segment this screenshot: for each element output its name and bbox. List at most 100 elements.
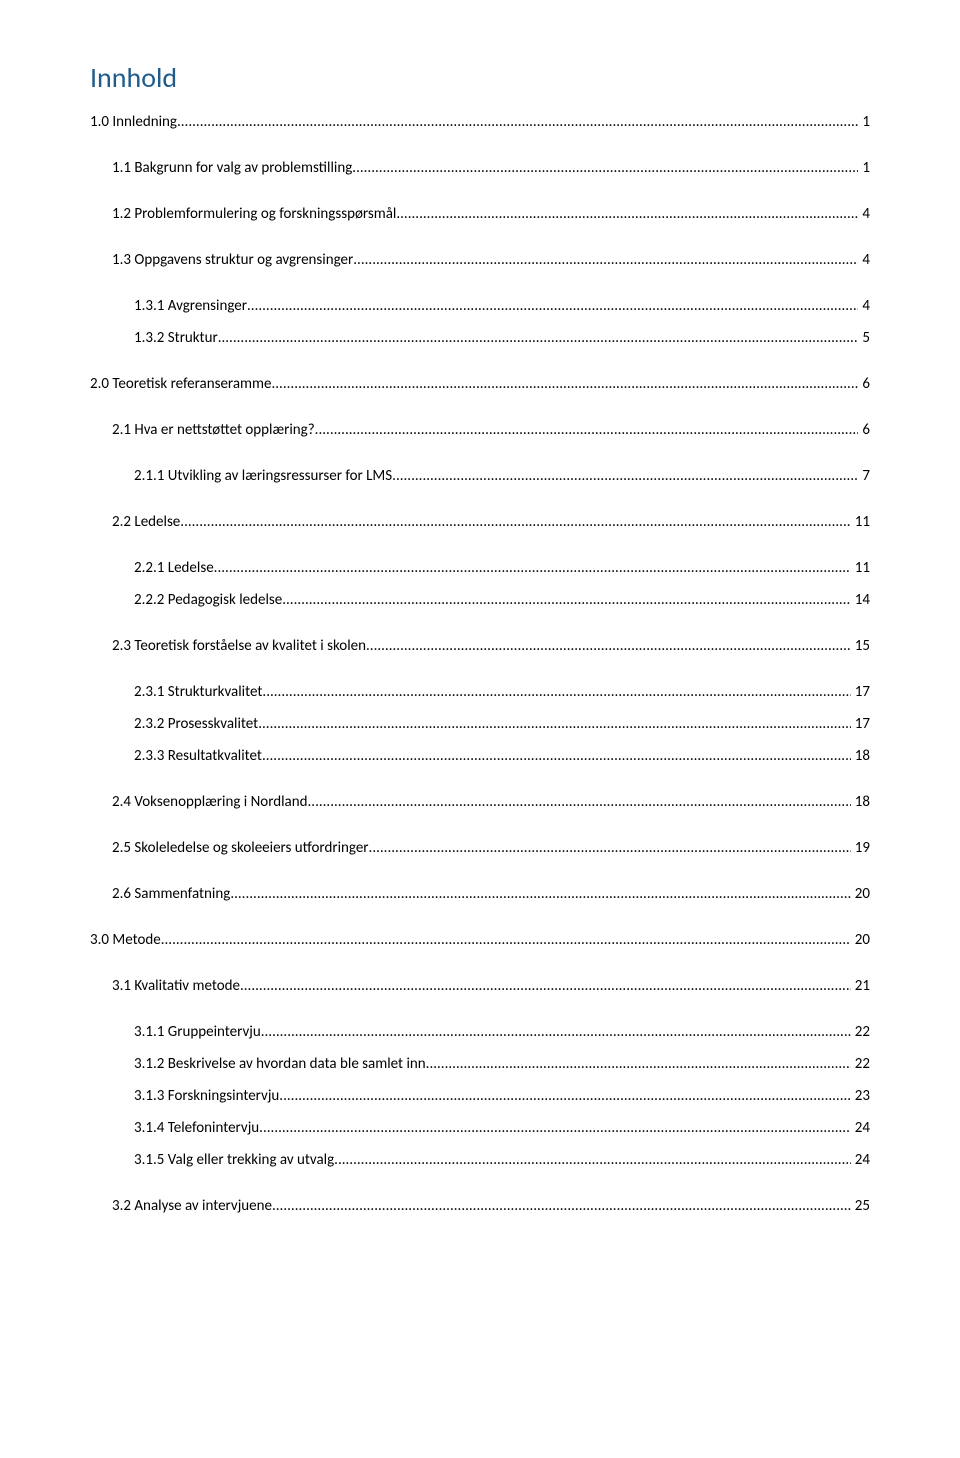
page-title: Innhold xyxy=(90,60,870,95)
toc-entry-page: 25 xyxy=(851,1197,870,1215)
toc-entry-page: 4 xyxy=(858,205,870,223)
toc-entry: 3.1.2 Beskrivelse av hvordan data ble sa… xyxy=(90,1055,870,1073)
toc-entry: 1.3.2 Struktur..........................… xyxy=(90,329,870,347)
toc-entry-page: 21 xyxy=(851,977,870,995)
toc-entry: 1.3.1 Avgrensinger......................… xyxy=(90,297,870,315)
toc-leader-dots: ........................................… xyxy=(218,329,859,347)
toc-entry: 3.1.3 Forskningsintervju................… xyxy=(90,1087,870,1105)
toc-leader-dots: ........................................… xyxy=(352,159,858,177)
toc-leader-dots: ........................................… xyxy=(353,251,858,269)
toc-entry-label: 3.1.5 Valg eller trekking av utvalg xyxy=(134,1151,334,1169)
toc-entry: 2.3.1 Strukturkvalitet..................… xyxy=(90,683,870,701)
toc-entry-page: 6 xyxy=(858,375,870,393)
toc-entry-label: 1.2 Problemformulering og forskningsspør… xyxy=(112,205,396,223)
toc-entry-label: 2.2.1 Ledelse xyxy=(134,559,214,577)
toc-leader-dots: ........................................… xyxy=(161,931,851,949)
toc-entry: 3.2 Analyse av intervjuene..............… xyxy=(90,1197,870,1215)
toc-entry-label: 3.1.4 Telefonintervju xyxy=(134,1119,259,1137)
toc-entry-label: 2.0 Teoretisk referanseramme xyxy=(90,375,271,393)
toc-entry: 2.2 Ledelse.............................… xyxy=(90,513,870,531)
toc-leader-dots: ........................................… xyxy=(214,559,851,577)
toc-entry-page: 4 xyxy=(858,251,870,269)
toc-entry-page: 22 xyxy=(851,1023,870,1041)
toc-leader-dots: ........................................… xyxy=(366,637,851,655)
toc-entry: 2.1 Hva er nettstøttet opplæring?.......… xyxy=(90,421,870,439)
toc-entry-page: 18 xyxy=(851,747,870,765)
toc-leader-dots: ........................................… xyxy=(315,421,859,439)
toc-entry-page: 19 xyxy=(851,839,870,857)
toc-entry-page: 15 xyxy=(851,637,870,655)
toc-leader-dots: ........................................… xyxy=(279,1087,850,1105)
toc-entry-page: 24 xyxy=(851,1119,870,1137)
toc-entry-label: 1.3.1 Avgrensinger xyxy=(134,297,247,315)
toc-entry-label: 3.1.2 Beskrivelse av hvordan data ble sa… xyxy=(134,1055,426,1073)
toc-entry-label: 2.5 Skoleledelse og skoleeiers utfordrin… xyxy=(112,839,369,857)
toc-entry-label: 2.3.3 Resultatkvalitet xyxy=(134,747,262,765)
toc-entry-page: 23 xyxy=(851,1087,870,1105)
toc-leader-dots: ........................................… xyxy=(369,839,851,857)
toc-entry: 3.1 Kvalitativ metode...................… xyxy=(90,977,870,995)
toc-entry-page: 14 xyxy=(851,591,870,609)
toc-leader-dots: ........................................… xyxy=(230,885,850,903)
toc-entry-label: 1.1 Bakgrunn for valg av problemstilling xyxy=(112,159,352,177)
toc-entry: 1.1 Bakgrunn for valg av problemstilling… xyxy=(90,159,870,177)
toc-leader-dots: ........................................… xyxy=(396,205,858,223)
toc-entry: 2.6 Sammenfatning.......................… xyxy=(90,885,870,903)
toc-entry-label: 2.6 Sammenfatning xyxy=(112,885,230,903)
toc-leader-dots: ........................................… xyxy=(392,467,858,485)
toc-leader-dots: ........................................… xyxy=(272,1197,851,1215)
toc-entry-page: 4 xyxy=(858,297,870,315)
toc-entry: 2.1.1 Utvikling av læringsressurser for … xyxy=(90,467,870,485)
toc-entry-page: 17 xyxy=(851,683,870,701)
toc-entry: 2.3 Teoretisk forståelse av kvalitet i s… xyxy=(90,637,870,655)
toc-leader-dots: ........................................… xyxy=(334,1151,851,1169)
toc-leader-dots: ........................................… xyxy=(426,1055,851,1073)
toc-entry-label: 3.2 Analyse av intervjuene xyxy=(112,1197,272,1215)
toc-leader-dots: ........................................… xyxy=(262,683,850,701)
toc-entry: 2.0 Teoretisk referanseramme............… xyxy=(90,375,870,393)
toc-entry-page: 17 xyxy=(851,715,870,733)
toc-leader-dots: ........................................… xyxy=(177,113,858,131)
toc-entry-page: 20 xyxy=(851,885,870,903)
toc-entry: 2.3.2 Prosesskvalitet...................… xyxy=(90,715,870,733)
toc-entry-page: 22 xyxy=(851,1055,870,1073)
toc-leader-dots: ........................................… xyxy=(180,513,851,531)
toc-entry-label: 2.1.1 Utvikling av læringsressurser for … xyxy=(134,467,392,485)
toc-entry-label: 3.1.3 Forskningsintervju xyxy=(134,1087,279,1105)
toc-entry: 1.3 Oppgavens struktur og avgrensinger..… xyxy=(90,251,870,269)
toc-entry-label: 2.3.1 Strukturkvalitet xyxy=(134,683,262,701)
toc-entry: 3.1.1 Gruppeintervju....................… xyxy=(90,1023,870,1041)
toc-entry-label: 2.2.2 Pedagogisk ledelse xyxy=(134,591,282,609)
table-of-contents: 1.0 Innledning..........................… xyxy=(90,113,870,1215)
toc-entry-label: 2.1 Hva er nettstøttet opplæring? xyxy=(112,421,315,439)
toc-entry-label: 3.1 Kvalitativ metode xyxy=(112,977,240,995)
toc-entry-page: 11 xyxy=(851,513,870,531)
toc-leader-dots: ........................................… xyxy=(247,297,858,315)
toc-entry-page: 1 xyxy=(858,159,870,177)
toc-leader-dots: ........................................… xyxy=(259,1119,851,1137)
toc-entry-page: 11 xyxy=(851,559,870,577)
toc-entry-page: 6 xyxy=(858,421,870,439)
toc-leader-dots: ........................................… xyxy=(261,1023,851,1041)
toc-entry-page: 18 xyxy=(851,793,870,811)
toc-entry: 2.2.1 Ledelse...........................… xyxy=(90,559,870,577)
toc-leader-dots: ........................................… xyxy=(258,715,851,733)
toc-entry: 2.3.3 Resultatkvalitet..................… xyxy=(90,747,870,765)
toc-leader-dots: ........................................… xyxy=(308,793,851,811)
toc-entry-label: 3.1.1 Gruppeintervju xyxy=(134,1023,261,1041)
toc-leader-dots: ........................................… xyxy=(271,375,858,393)
toc-entry-page: 7 xyxy=(858,467,870,485)
toc-entry-label: 2.4 Voksenopplæring i Nordland xyxy=(112,793,308,811)
toc-entry-label: 2.3 Teoretisk forståelse av kvalitet i s… xyxy=(112,637,366,655)
toc-entry-page: 20 xyxy=(851,931,870,949)
toc-entry-label: 2.3.2 Prosesskvalitet xyxy=(134,715,258,733)
toc-leader-dots: ........................................… xyxy=(282,591,851,609)
toc-entry-label: 1.3 Oppgavens struktur og avgrensinger xyxy=(112,251,353,269)
toc-entry-page: 1 xyxy=(858,113,870,131)
toc-entry-label: 2.2 Ledelse xyxy=(112,513,180,531)
toc-entry-label: 1.0 Innledning xyxy=(90,113,177,131)
toc-entry: 3.1.5 Valg eller trekking av utvalg.....… xyxy=(90,1151,870,1169)
toc-entry-label: 3.0 Metode xyxy=(90,931,161,949)
toc-entry: 3.0 Metode..............................… xyxy=(90,931,870,949)
toc-entry: 2.2.2 Pedagogisk ledelse................… xyxy=(90,591,870,609)
